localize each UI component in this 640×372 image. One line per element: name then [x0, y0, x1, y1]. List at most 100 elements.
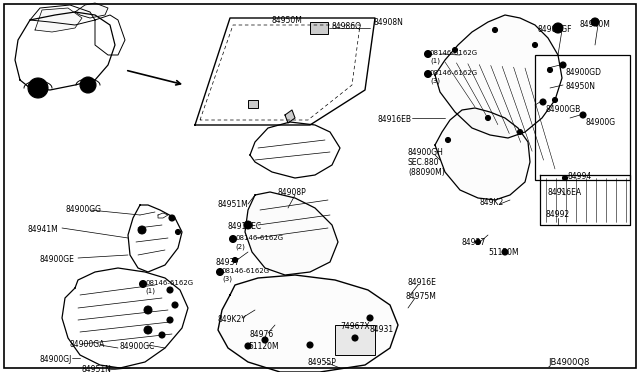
Text: 84916EA: 84916EA	[548, 188, 582, 197]
Text: (1): (1)	[430, 58, 440, 64]
Circle shape	[553, 23, 563, 33]
Circle shape	[591, 18, 599, 26]
Text: (3): (3)	[222, 276, 232, 282]
Text: 84955P: 84955P	[308, 358, 337, 367]
Bar	[248, 100, 258, 108]
Circle shape	[262, 337, 268, 343]
Circle shape	[230, 235, 237, 243]
Polygon shape	[245, 192, 338, 275]
Text: 84976: 84976	[250, 330, 275, 339]
Text: 84900GD: 84900GD	[565, 68, 601, 77]
Text: 84916EB: 84916EB	[378, 115, 412, 124]
Circle shape	[552, 97, 557, 103]
Text: 51120M: 51120M	[248, 342, 278, 351]
Circle shape	[486, 115, 490, 121]
Circle shape	[175, 230, 180, 234]
Text: 84941M: 84941M	[27, 225, 58, 234]
Circle shape	[144, 326, 152, 334]
Circle shape	[424, 71, 431, 77]
Bar	[310, 22, 328, 34]
Text: 51120M: 51120M	[488, 248, 518, 257]
Text: B: B	[218, 269, 221, 275]
Circle shape	[476, 240, 481, 244]
Text: 84931: 84931	[370, 325, 394, 334]
Text: JB4900Q8: JB4900Q8	[548, 358, 590, 367]
Circle shape	[84, 81, 92, 89]
Circle shape	[28, 78, 48, 98]
Polygon shape	[75, 3, 108, 18]
Circle shape	[172, 302, 178, 308]
Text: 08146-6162G: 08146-6162G	[235, 235, 283, 241]
Circle shape	[518, 129, 522, 135]
Polygon shape	[218, 275, 398, 372]
Polygon shape	[285, 110, 295, 123]
Circle shape	[245, 222, 251, 228]
Text: B: B	[147, 308, 150, 312]
Text: 84916EC: 84916EC	[228, 222, 262, 231]
Circle shape	[532, 42, 538, 48]
Circle shape	[167, 287, 173, 293]
Text: B: B	[147, 327, 150, 333]
Text: 84986Q: 84986Q	[332, 22, 362, 31]
Text: 84940M: 84940M	[580, 20, 611, 29]
Text: 84950N: 84950N	[565, 82, 595, 91]
Text: 84900GG: 84900GG	[65, 205, 101, 214]
Circle shape	[216, 269, 223, 276]
Text: (88090M): (88090M)	[408, 168, 445, 177]
Text: 84994: 84994	[568, 172, 592, 181]
Circle shape	[452, 48, 458, 52]
Circle shape	[140, 280, 147, 288]
Circle shape	[367, 315, 373, 321]
Text: B: B	[140, 228, 144, 232]
Circle shape	[493, 28, 497, 32]
Circle shape	[245, 343, 251, 349]
Text: 84900GC: 84900GC	[120, 342, 156, 351]
Text: 08146-6162G: 08146-6162G	[222, 268, 270, 274]
Bar	[335, 325, 375, 355]
Text: 08146-6162G: 08146-6162G	[145, 280, 193, 286]
Text: 84900G: 84900G	[585, 118, 615, 127]
Circle shape	[560, 62, 566, 68]
Text: 84908N: 84908N	[373, 18, 403, 27]
Text: 84900GF: 84900GF	[538, 25, 573, 34]
Circle shape	[547, 67, 552, 73]
Circle shape	[232, 257, 237, 263]
Text: B: B	[231, 237, 235, 241]
Text: 84900GH: 84900GH	[408, 148, 444, 157]
Circle shape	[352, 335, 358, 341]
Text: 84951M: 84951M	[218, 200, 249, 209]
Text: 84951N: 84951N	[82, 365, 112, 372]
Text: 74967X: 74967X	[340, 322, 370, 331]
Text: SEC.880: SEC.880	[408, 158, 440, 167]
Text: (1): (1)	[145, 288, 155, 295]
Polygon shape	[35, 8, 82, 32]
Circle shape	[580, 112, 586, 118]
Text: 84900GB: 84900GB	[545, 105, 580, 114]
Circle shape	[502, 249, 508, 255]
Polygon shape	[435, 15, 562, 138]
Text: 08146-6162G: 08146-6162G	[430, 70, 478, 76]
Text: 84992: 84992	[545, 210, 569, 219]
Bar	[535, 55, 630, 180]
Circle shape	[138, 226, 146, 234]
Text: 84950M: 84950M	[272, 16, 303, 25]
Circle shape	[167, 317, 173, 323]
Text: 84900GE: 84900GE	[40, 255, 75, 264]
Circle shape	[33, 83, 43, 93]
Text: 84937: 84937	[215, 258, 239, 267]
Circle shape	[169, 215, 175, 221]
Circle shape	[540, 99, 546, 105]
Polygon shape	[435, 108, 530, 200]
Text: 08146-6162G: 08146-6162G	[430, 50, 478, 56]
Circle shape	[159, 332, 165, 338]
Text: B: B	[426, 71, 429, 77]
Text: 84937: 84937	[462, 238, 486, 247]
Text: 849K2: 849K2	[480, 198, 504, 207]
Circle shape	[445, 138, 451, 142]
Text: (3): (3)	[430, 78, 440, 84]
Text: (2): (2)	[235, 243, 245, 250]
Text: 84916E: 84916E	[408, 278, 437, 287]
Text: 84975M: 84975M	[405, 292, 436, 301]
Circle shape	[80, 77, 96, 93]
Text: B: B	[246, 222, 250, 228]
